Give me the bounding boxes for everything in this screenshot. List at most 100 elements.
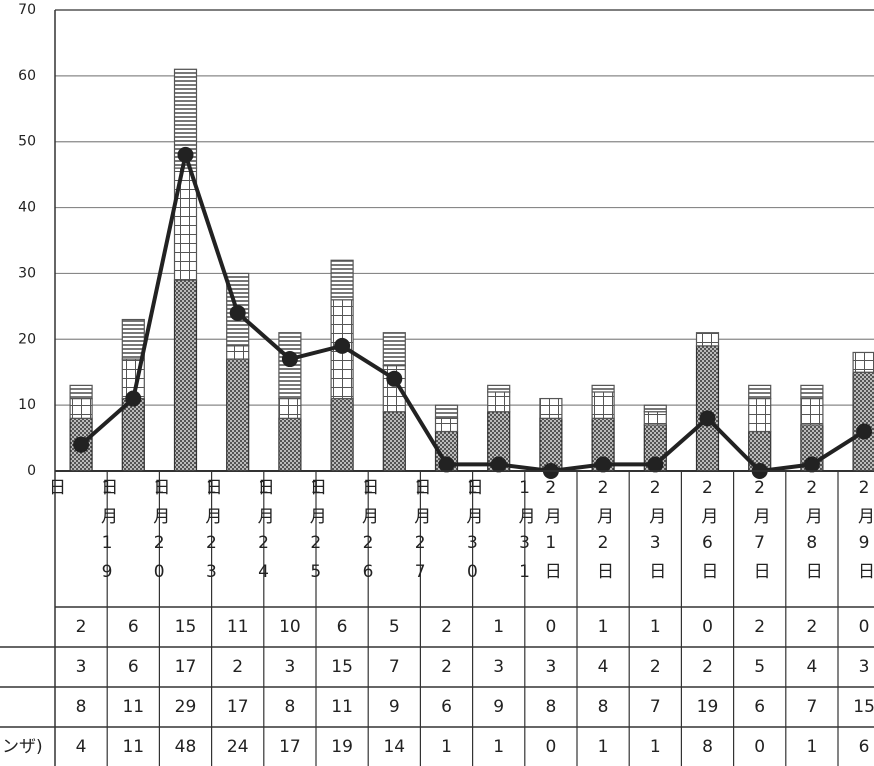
bar-segment — [695, 345, 720, 472]
table-cell: 2 — [650, 657, 661, 677]
y-tick-label: 50 — [18, 134, 36, 150]
table-cell: 1 — [598, 737, 609, 757]
table-cell: 3 — [76, 657, 87, 677]
table-cell: 11 — [227, 617, 249, 637]
x-tick-label: 2月7日 — [749, 478, 770, 588]
x-tick-label: 2月2日 — [593, 478, 613, 588]
y-tick-label: 40 — [18, 200, 36, 216]
table-cell: 8 — [598, 697, 609, 717]
bar-segment — [591, 391, 615, 419]
table-cell: 1 — [650, 737, 661, 757]
bar-segment — [434, 404, 459, 419]
table-cell: 5 — [754, 657, 765, 677]
table-cell: 4 — [76, 737, 87, 757]
table-cell: 2 — [232, 657, 243, 677]
table-cell: 6 — [337, 617, 348, 637]
table-cell: 6 — [441, 697, 452, 717]
line-point — [386, 370, 403, 387]
table-cell: 2 — [441, 617, 452, 637]
table-cell: 4 — [598, 657, 609, 677]
table-cell: 19 — [331, 737, 353, 757]
x-tick-label: 2月9日 — [854, 478, 874, 588]
line-point — [438, 456, 455, 473]
table-cell: 6 — [128, 657, 139, 677]
bar-segment — [330, 397, 354, 472]
line-point — [699, 410, 716, 427]
table-cell: 2 — [76, 617, 87, 637]
x-tick-label: 2月1日 — [540, 478, 561, 588]
table-cell: 8 — [76, 697, 87, 717]
line-point — [803, 456, 820, 473]
table-cell: 1 — [493, 737, 504, 757]
x-tick-label: 2月3日 — [645, 478, 666, 588]
table-cell: 1 — [806, 737, 817, 757]
bar-segment — [69, 384, 93, 400]
line-point — [595, 456, 612, 473]
bar-segment — [695, 332, 720, 347]
y-tick-label: 20 — [18, 331, 36, 347]
line-point — [647, 456, 664, 473]
table-cell: 7 — [389, 657, 400, 677]
table-cell: 0 — [545, 737, 556, 757]
bar-segment — [330, 259, 354, 301]
table-cell: 3 — [859, 657, 870, 677]
bar-segment — [539, 397, 563, 419]
line-point — [281, 351, 298, 368]
table-cell: 0 — [545, 617, 556, 637]
table-cell: 17 — [279, 737, 301, 757]
table-cell: 3 — [284, 657, 295, 677]
bar-segment — [643, 404, 667, 413]
table-cell: 1 — [598, 617, 609, 637]
y-tick-label: 60 — [18, 68, 36, 84]
table-cell: 48 — [175, 737, 197, 757]
table-cell: 6 — [128, 617, 139, 637]
table-cell: 0 — [702, 617, 713, 637]
table-cell: 19 — [697, 697, 719, 717]
table-cell: 8 — [545, 697, 556, 717]
bar-segment — [800, 384, 824, 400]
line-point — [490, 456, 507, 473]
bar-segment — [121, 397, 145, 472]
table-cell: 1 — [493, 617, 504, 637]
table-cell: 17 — [227, 697, 249, 717]
table-cell: 6 — [754, 697, 765, 717]
bar-segment — [278, 417, 302, 472]
x-tick-label: 2月8日 — [801, 478, 822, 588]
table-cell: 11 — [122, 697, 144, 717]
bar-segment — [748, 384, 772, 400]
table-cell: 6 — [859, 737, 870, 757]
table-cell: 8 — [702, 737, 713, 757]
table-cell: 2 — [441, 657, 452, 677]
bar-segment — [643, 411, 667, 426]
table-cell: 10 — [279, 617, 301, 637]
bar-segment — [226, 358, 250, 472]
table-cell: 4 — [806, 657, 817, 677]
bar-segment — [173, 279, 198, 472]
bar-segment — [487, 391, 511, 413]
table-cell: 7 — [650, 697, 661, 717]
table-cell: 3 — [545, 657, 556, 677]
bar-segment — [382, 411, 406, 472]
table-cell: 5 — [389, 617, 400, 637]
bar-segment — [434, 417, 459, 433]
table-cell: 2 — [806, 617, 817, 637]
bar-segment — [278, 397, 302, 419]
bar-segment — [852, 351, 874, 373]
table-cell: 15 — [853, 697, 874, 717]
y-tick-label: 30 — [18, 265, 36, 281]
table-cell: 9 — [389, 697, 400, 717]
table-cell: 14 — [383, 737, 405, 757]
table-cell: 2 — [754, 617, 765, 637]
table-cell: 24 — [227, 737, 249, 757]
table-cell: 1 — [650, 617, 661, 637]
line-point — [334, 337, 351, 354]
table-cell: 15 — [331, 657, 353, 677]
line-point — [177, 146, 194, 163]
bar-segment — [591, 384, 615, 393]
table-cell: 11 — [331, 697, 353, 717]
y-tick-label: 70 — [18, 2, 36, 18]
table-cell: 8 — [284, 697, 295, 717]
table-cell: 0 — [859, 617, 870, 637]
